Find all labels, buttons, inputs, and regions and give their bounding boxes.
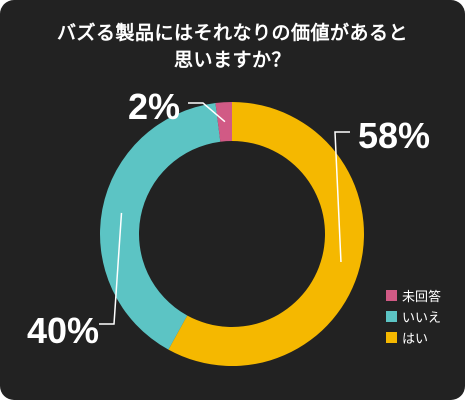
- slice-noanswer: [215, 102, 232, 142]
- legend-item-yes: はい: [386, 327, 441, 348]
- chart-title-line-2: 思いますか？: [173, 49, 291, 71]
- legend-label-noanswer: 未回答: [402, 290, 442, 305]
- leader-line-noanswer: [188, 102, 226, 123]
- legend-label-yes: はい: [402, 332, 429, 347]
- chart-legend: 未回答 いいえ はい: [386, 285, 441, 348]
- legend-swatch-no: [386, 311, 397, 322]
- label-yes-percent: 58%: [358, 115, 430, 156]
- leader-line-no: [99, 212, 123, 325]
- leader-line-yes: [334, 131, 350, 263]
- chart-title-line-1: バズる製品にはそれなりの価値があると: [56, 22, 408, 44]
- legend-item-noanswer: 未回答: [386, 285, 441, 306]
- legend-item-no: いいえ: [386, 306, 441, 327]
- chart-title: バズる製品にはそれなりの価値があると 思いますか？: [0, 20, 465, 74]
- leader-lines: [99, 102, 350, 325]
- slice-yes: [168, 102, 364, 366]
- legend-label-no: いいえ: [402, 311, 442, 326]
- label-noanswer-percent: 2%: [128, 86, 180, 127]
- legend-swatch-yes: [386, 332, 397, 343]
- slice-no: [100, 103, 221, 350]
- label-no-percent: 40%: [27, 310, 99, 351]
- donut-slices: [100, 102, 364, 366]
- legend-swatch-noanswer: [386, 290, 397, 301]
